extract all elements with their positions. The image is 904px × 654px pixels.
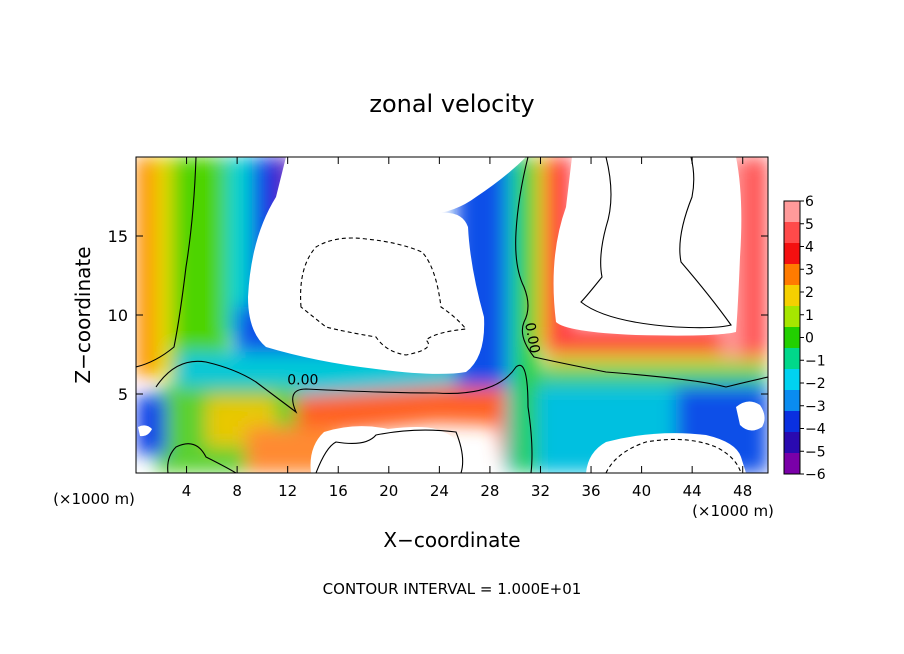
y-tick-label: 5 bbox=[118, 385, 128, 404]
colorbar-label: −4 bbox=[805, 422, 826, 438]
x-tick-label: 40 bbox=[632, 482, 651, 500]
colorbar-label: 5 bbox=[805, 217, 814, 233]
contour-interval-footer: CONTOUR INTERVAL = 1.000E+01 bbox=[323, 580, 582, 598]
colorbar-swatch bbox=[784, 201, 800, 223]
x-unit-right: (×1000 m) bbox=[692, 502, 774, 520]
chart-title: zonal velocity bbox=[369, 90, 534, 118]
colorbar-label: −6 bbox=[805, 467, 826, 483]
white-region-right-edge bbox=[736, 401, 765, 431]
colorbar-label: −2 bbox=[805, 376, 826, 392]
y-axis-label: Z−coordinate bbox=[71, 246, 95, 383]
colorbar-label: 4 bbox=[805, 240, 814, 256]
contour-dashed-lower-right bbox=[605, 438, 742, 473]
field-left-green bbox=[172, 157, 230, 387]
colorbar-swatch bbox=[784, 390, 800, 412]
colorbar-swatch bbox=[784, 264, 800, 286]
x-axis-label: X−coordinate bbox=[383, 528, 520, 552]
white-region-upper-right bbox=[553, 157, 742, 336]
white-region-left-edge bbox=[138, 425, 152, 437]
x-tick-label: 8 bbox=[232, 482, 242, 500]
colorbar: 6 5 4 3 2 1 0 −1 −2 −3 −4 −5 −6 bbox=[783, 194, 826, 483]
field-lower-left-blue bbox=[136, 395, 166, 455]
white-region-lower-center bbox=[310, 426, 471, 473]
x-tick-label: 12 bbox=[278, 482, 297, 500]
colorbar-swatch bbox=[784, 243, 800, 265]
x-unit-left: (×1000 m) bbox=[53, 490, 135, 508]
contour-labels: 0.00 0.00 bbox=[287, 321, 542, 388]
x-tick-label: 36 bbox=[581, 482, 600, 500]
colorbar-swatch bbox=[784, 432, 800, 454]
y-axis-ticks: 5 10 15 bbox=[108, 227, 768, 404]
y-tick-label: 15 bbox=[108, 227, 128, 246]
x-axis-ticks: 4 8 12 16 20 24 28 32 36 40 44 48 bbox=[182, 157, 752, 500]
colorbar-label: 3 bbox=[805, 262, 814, 278]
x-tick-label: 20 bbox=[379, 482, 398, 500]
contour-zero-center bbox=[515, 157, 768, 388]
x-tick-label: 4 bbox=[182, 482, 192, 500]
contour-label: 0.00 bbox=[287, 373, 318, 389]
contour-zero-left-lower bbox=[167, 443, 237, 473]
colorbar-label: 1 bbox=[805, 308, 814, 324]
colorbar-label: −5 bbox=[805, 444, 826, 460]
contour-label: 0.00 bbox=[521, 321, 542, 354]
colorbar-swatch bbox=[784, 285, 800, 307]
x-tick-label: 28 bbox=[480, 482, 499, 500]
contour-lines bbox=[136, 157, 768, 473]
field-left-strip-yellow bbox=[154, 157, 176, 377]
x-tick-label: 16 bbox=[329, 482, 348, 500]
x-tick-label: 32 bbox=[531, 482, 550, 500]
colorbar-label: 6 bbox=[805, 194, 814, 210]
colorbar-swatch bbox=[784, 369, 800, 391]
colorbar-swatch bbox=[784, 222, 800, 244]
colorbar-label: 2 bbox=[805, 285, 814, 301]
colorbar-label: −1 bbox=[805, 353, 826, 369]
contour-zero-lower bbox=[155, 360, 533, 473]
colorbar-swatch bbox=[784, 327, 800, 349]
x-tick-label: 48 bbox=[733, 482, 752, 500]
field-red-ridge bbox=[286, 382, 536, 473]
contour-lower-center-loop bbox=[315, 429, 464, 473]
x-tick-label: 44 bbox=[683, 482, 702, 500]
colorbar-label: 0 bbox=[805, 331, 814, 347]
x-tick-label: 24 bbox=[430, 482, 449, 500]
colorbar-swatch bbox=[784, 453, 800, 475]
contour-zero-left bbox=[136, 157, 197, 368]
colorbar-label: −3 bbox=[805, 399, 826, 415]
contour-dashed-upper bbox=[300, 237, 468, 356]
contour-upper-right-loop bbox=[580, 157, 732, 329]
colorbar-swatch bbox=[784, 348, 800, 370]
y-tick-label: 10 bbox=[108, 306, 128, 325]
colorbar-swatch bbox=[784, 411, 800, 433]
plot-area: 0.00 0.00 bbox=[135, 156, 769, 474]
colorbar-swatch bbox=[784, 306, 800, 328]
